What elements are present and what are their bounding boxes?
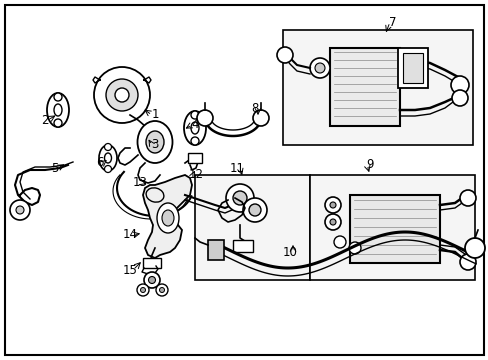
Circle shape (137, 284, 149, 296)
Circle shape (459, 190, 475, 206)
Circle shape (54, 93, 62, 101)
Circle shape (140, 288, 145, 292)
Circle shape (106, 79, 138, 111)
Bar (142, 258, 161, 268)
Bar (207, 240, 224, 260)
Text: 9: 9 (366, 158, 373, 171)
Circle shape (104, 144, 111, 150)
Text: 13: 13 (132, 176, 147, 189)
Circle shape (159, 288, 164, 292)
Circle shape (191, 111, 199, 119)
Ellipse shape (157, 203, 179, 233)
Circle shape (309, 58, 329, 78)
Circle shape (143, 272, 160, 288)
Text: 10: 10 (282, 246, 297, 258)
Circle shape (325, 214, 340, 230)
Circle shape (243, 198, 266, 222)
Circle shape (348, 242, 360, 254)
Text: 11: 11 (229, 162, 244, 175)
Circle shape (225, 184, 253, 212)
Circle shape (10, 200, 30, 220)
Circle shape (314, 63, 325, 73)
Text: 14: 14 (122, 229, 137, 242)
Circle shape (94, 67, 150, 123)
Circle shape (163, 210, 173, 220)
Circle shape (459, 254, 475, 270)
Ellipse shape (162, 210, 174, 226)
Circle shape (276, 47, 292, 63)
Text: 1: 1 (151, 108, 159, 122)
Bar (329, 48, 399, 126)
Circle shape (104, 166, 111, 172)
Bar (349, 195, 439, 263)
Circle shape (54, 119, 62, 127)
Text: 7: 7 (388, 15, 396, 28)
Circle shape (16, 206, 24, 214)
Circle shape (252, 110, 268, 126)
Circle shape (197, 110, 213, 126)
Circle shape (232, 191, 246, 205)
Text: 5: 5 (51, 162, 59, 175)
Ellipse shape (137, 121, 172, 163)
Bar (232, 240, 252, 252)
Circle shape (156, 284, 168, 296)
Text: 4: 4 (191, 118, 198, 131)
Circle shape (148, 276, 155, 284)
Text: 8: 8 (251, 102, 258, 114)
Circle shape (329, 202, 335, 208)
Circle shape (333, 236, 346, 248)
Text: 6: 6 (96, 157, 103, 170)
Circle shape (325, 197, 340, 213)
Text: 3: 3 (151, 139, 159, 152)
Bar (397, 48, 427, 88)
Circle shape (248, 204, 261, 216)
Circle shape (191, 137, 199, 145)
Circle shape (451, 90, 467, 106)
Ellipse shape (183, 111, 205, 145)
Text: 15: 15 (122, 264, 137, 276)
Ellipse shape (146, 131, 163, 153)
Bar (283, 30, 472, 145)
Circle shape (464, 238, 484, 258)
Circle shape (115, 88, 129, 102)
Polygon shape (142, 175, 192, 258)
Text: 2: 2 (41, 113, 49, 126)
Ellipse shape (99, 145, 117, 171)
Text: 12: 12 (188, 168, 203, 181)
Bar (402, 53, 422, 83)
Bar (187, 153, 202, 163)
Bar (309, 175, 474, 280)
Ellipse shape (47, 93, 69, 127)
Bar (195, 175, 309, 280)
Circle shape (329, 219, 335, 225)
Circle shape (450, 76, 468, 94)
